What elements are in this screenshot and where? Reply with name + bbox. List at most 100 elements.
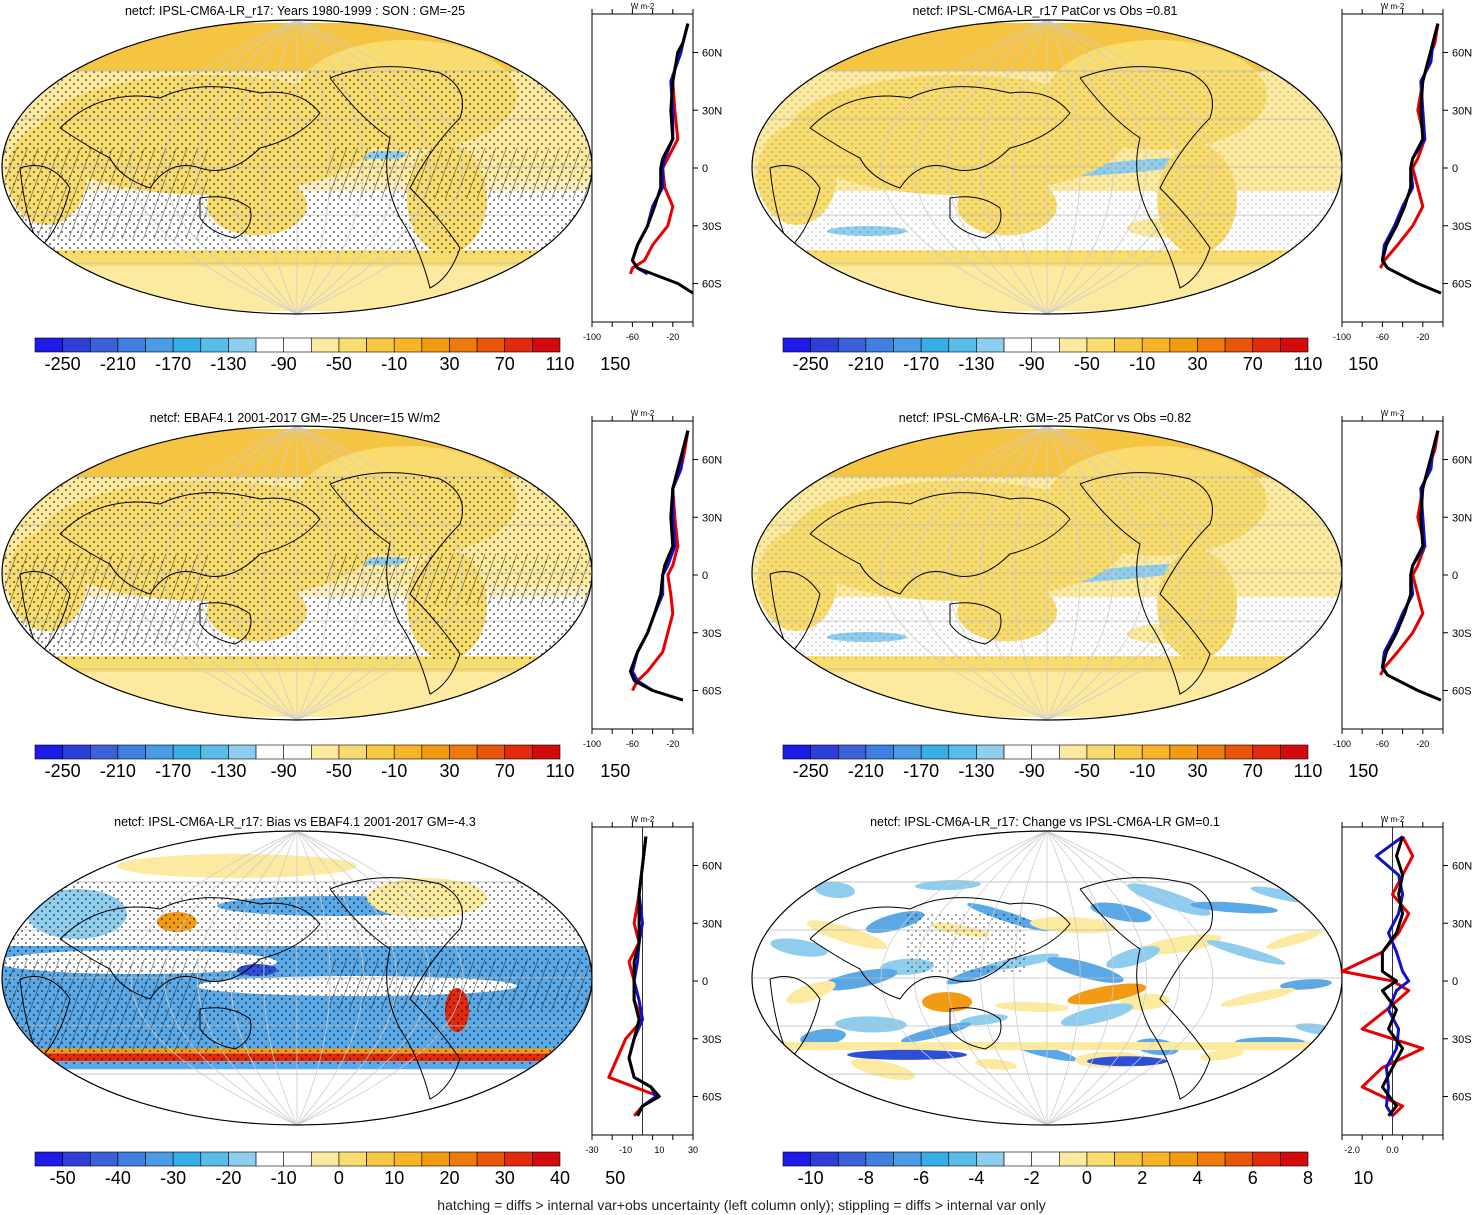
colorbar-tick-label: -130 — [210, 761, 247, 781]
colorbar-tick-label: -4 — [968, 1168, 985, 1188]
series-line-2 — [630, 430, 690, 692]
colorbar-swatch — [145, 744, 174, 760]
colorbar-swatch — [172, 744, 202, 760]
colorbar-6 — [782, 1151, 1309, 1167]
colorbar-tick-label: 150 — [1348, 354, 1379, 374]
colorbar-swatch — [1031, 337, 1060, 353]
y-tick-label: 30N — [1452, 918, 1472, 930]
colorbar-swatch — [1197, 337, 1226, 353]
colorbar-swatch — [338, 744, 367, 760]
series-line-1 — [607, 836, 661, 1117]
colorbar-swatch — [976, 1151, 1005, 1167]
colorbar-swatch — [255, 337, 284, 353]
series-line-3 — [630, 23, 694, 295]
colorbar-swatch — [1280, 337, 1309, 353]
zonal-mean-plot-2: W m-2 -100 -60 -20 60N 30N 0 30S 60S — [1333, 2, 1472, 342]
colorbar-swatch — [393, 337, 423, 353]
panel-title-4: netcf: IPSL-CM6A-LR: GM=-25 PatCor vs Ob… — [898, 411, 1192, 425]
colorbar-swatch — [504, 1151, 533, 1167]
colorbar-swatch — [1197, 744, 1226, 760]
colorbar-swatch — [810, 337, 839, 353]
y-tick-label: 60S — [1452, 279, 1472, 291]
map-5 — [1, 830, 593, 1126]
series-line-3 — [1380, 836, 1405, 1117]
y-tick-label: 60N — [1452, 48, 1472, 60]
zonal-mean-plot-6: W m-2 -2.0 0.0 60N 30N 0 30S 60S — [1340, 815, 1472, 1155]
colorbar-tick-label: 2 — [1137, 1168, 1148, 1188]
colorbar-tick-label: -90 — [270, 761, 297, 781]
zonal-mean-plot-1: W m-2 -100 -60 -20 60N 30N 0 30S 60S — [583, 2, 722, 342]
colorbar-swatch — [1197, 1151, 1226, 1167]
colorbar-swatch — [200, 1151, 229, 1167]
y-tick-label: 0 — [1452, 976, 1458, 988]
colorbar-swatch — [338, 1151, 367, 1167]
y-tick-label: 60N — [702, 861, 722, 873]
colorbar-swatch — [89, 1151, 119, 1167]
series-line-3 — [1380, 430, 1442, 702]
colorbar-tick-label: 20 — [439, 1168, 460, 1188]
colorbar-swatch — [228, 1151, 257, 1167]
colorbar-swatch — [1114, 744, 1143, 760]
colorbar-tick-label: -50 — [1073, 761, 1100, 781]
colorbar-tick-label: 50 — [605, 1168, 626, 1188]
y-tick-label: 0 — [702, 163, 708, 175]
units-label: W m-2 — [1381, 409, 1405, 418]
colorbar-tick-label: -90 — [270, 354, 297, 374]
colorbar-swatch — [1059, 1151, 1088, 1167]
y-tick-label: 60S — [702, 279, 722, 291]
colorbar-tick-label: -170 — [155, 761, 192, 781]
colorbar-tick-label: -90 — [1018, 761, 1045, 781]
colorbar-swatch — [200, 337, 229, 353]
colorbar-tick-label: 70 — [1242, 354, 1263, 374]
colorbar-swatch — [393, 744, 423, 760]
colorbar-swatch — [782, 1151, 811, 1167]
x-tick-label: -20 — [1416, 332, 1429, 342]
colorbar-swatch — [782, 744, 811, 760]
colorbar-swatch — [1114, 337, 1143, 353]
colorbar-swatch — [172, 1151, 202, 1167]
colorbar-tick-label: 30 — [1187, 761, 1208, 781]
colorbar-swatch — [393, 1151, 423, 1167]
colorbar-swatch — [1086, 744, 1115, 760]
colorbar-tick-label: 150 — [1348, 761, 1379, 781]
colorbar-swatch — [311, 1151, 340, 1167]
x-tick-label: -10 — [619, 1145, 632, 1155]
colorbar-swatch — [421, 337, 450, 353]
y-tick-label: 60N — [702, 48, 722, 60]
y-tick-label: 30N — [702, 512, 722, 524]
colorbar-tick-label: 110 — [1293, 761, 1323, 781]
colorbar-swatch — [893, 744, 922, 760]
colorbar-1 — [34, 337, 561, 353]
x-tick-label: -100 — [1333, 739, 1351, 749]
colorbar-tick-label: -250 — [44, 761, 81, 781]
map-4 — [751, 425, 1343, 721]
colorbar-swatch — [1059, 744, 1088, 760]
x-tick-label: 0.0 — [1386, 1145, 1399, 1155]
colorbar-swatch — [421, 1151, 450, 1167]
series-line-3 — [628, 430, 690, 702]
y-tick-label: 60N — [1452, 455, 1472, 467]
x-tick-label: -20 — [666, 332, 679, 342]
colorbar-swatch — [311, 744, 340, 760]
colorbar-tick-label: -130 — [210, 354, 247, 374]
units-label: W m-2 — [631, 409, 655, 418]
colorbar-swatch — [172, 337, 202, 353]
colorbar-swatch — [1141, 337, 1171, 353]
y-tick-label: 30S — [702, 1034, 722, 1046]
colorbar-swatch — [366, 744, 395, 760]
colorbar-tick-label: -210 — [847, 761, 884, 781]
colorbar-swatch — [920, 744, 950, 760]
colorbar-tick-label: -10 — [270, 1168, 297, 1188]
x-tick-label: -30 — [585, 1145, 598, 1155]
y-tick-label: 0 — [702, 976, 708, 988]
colorbar-swatch — [948, 1151, 977, 1167]
y-tick-label: 60N — [702, 455, 722, 467]
y-tick-label: 30S — [1452, 1034, 1472, 1046]
colorbar-swatch — [311, 337, 340, 353]
colorbar-swatch — [449, 337, 478, 353]
zonal-mean-plot-3: W m-2 -100 -60 -20 60N 30N 0 30S 60S — [583, 409, 722, 749]
colorbar-swatch — [421, 744, 450, 760]
colorbar-swatch — [532, 1151, 561, 1167]
colorbar-tick-label: -90 — [1018, 354, 1045, 374]
colorbar-tick-label: -10 — [381, 354, 408, 374]
